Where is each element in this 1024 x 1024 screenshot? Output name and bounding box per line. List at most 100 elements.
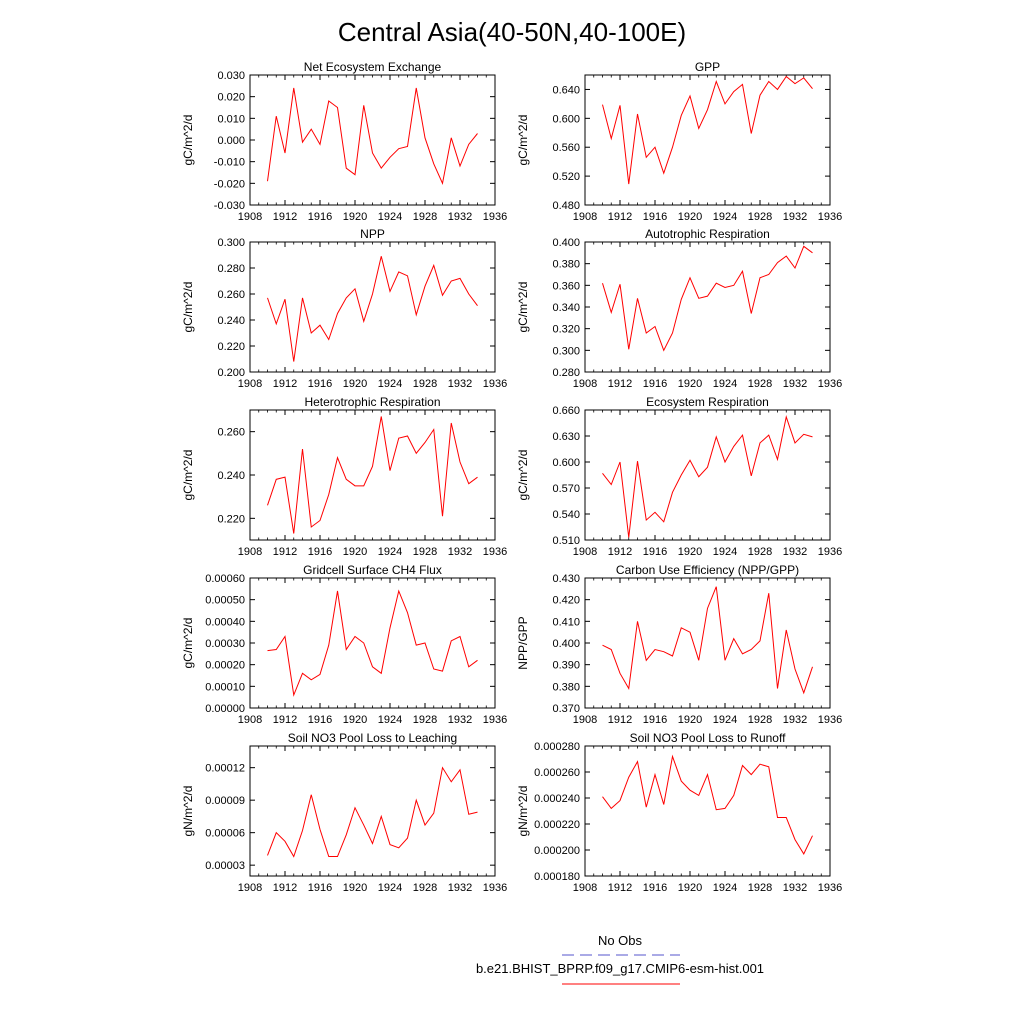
y-tick-label: 0.420 bbox=[552, 595, 580, 607]
panel-title: Soil NO3 Pool Loss to Leaching bbox=[288, 731, 457, 745]
x-tick-label: 1936 bbox=[483, 546, 507, 558]
x-tick-label: 1928 bbox=[748, 546, 772, 558]
chart-panel-7: Gridcell Surface CH4 Flux gC/m^2/d 1908 191… bbox=[181, 563, 507, 726]
x-tick-label: 1924 bbox=[713, 882, 737, 894]
panel-title: Ecosystem Respiration bbox=[646, 395, 769, 409]
chart-panel-3: NPP gC/m^2/d 1908 1912 1916 1920 1924 1928 1932 1… bbox=[181, 227, 507, 390]
y-tick-label: 0.200 bbox=[217, 367, 245, 379]
y-tick-label: 0.00050 bbox=[205, 595, 245, 607]
x-tick-label: 1912 bbox=[273, 882, 297, 894]
y-axis-label: gC/m^2/d bbox=[181, 450, 195, 501]
x-tick-label: 1936 bbox=[483, 211, 507, 223]
x-tick-label: 1924 bbox=[378, 546, 402, 558]
figure-title: Central Asia(40-50N,40-100E) bbox=[338, 17, 686, 47]
x-tick-label: 1932 bbox=[783, 378, 807, 390]
y-tick-label: 0.430 bbox=[552, 573, 580, 585]
series-line-1 bbox=[602, 245, 813, 352]
y-tick-label: 0.030 bbox=[217, 70, 245, 82]
x-tick-label: 1912 bbox=[608, 546, 632, 558]
y-axis-label: NPP/GPP bbox=[516, 616, 530, 669]
legend: No Obs b.e21.BHIST_BPRP.f09_g17.CMIP6-es… bbox=[476, 933, 764, 985]
x-tick-label: 1920 bbox=[343, 882, 367, 894]
y-tick-label: 0.400 bbox=[552, 638, 580, 650]
x-tick-label: 1936 bbox=[483, 882, 507, 894]
y-tick-label: -0.020 bbox=[214, 178, 245, 190]
x-tick-label: 1924 bbox=[378, 882, 402, 894]
y-axis-label: gC/m^2/d bbox=[516, 450, 530, 501]
y-tick-label: 0.300 bbox=[552, 345, 580, 357]
chart-panel-9: Soil NO3 Pool Loss to Leaching gN/m^2/d 19… bbox=[181, 731, 507, 894]
x-tick-label: 1924 bbox=[378, 378, 402, 390]
y-tick-label: 0.220 bbox=[217, 513, 245, 525]
x-tick-label: 1932 bbox=[448, 211, 472, 223]
x-tick-label: 1924 bbox=[713, 546, 737, 558]
x-tick-label: 1916 bbox=[643, 882, 667, 894]
y-tick-label: 0.480 bbox=[552, 200, 580, 212]
x-tick-label: 1928 bbox=[413, 378, 437, 390]
y-tick-label: 0.00006 bbox=[205, 828, 245, 840]
y-axis-label: gC/m^2/d bbox=[181, 282, 195, 333]
y-tick-label: 0.600 bbox=[552, 113, 580, 125]
x-tick-label: 1908 bbox=[573, 378, 597, 390]
series-line-1 bbox=[267, 416, 478, 534]
panel-title: Gridcell Surface CH4 Flux bbox=[303, 563, 442, 577]
x-tick-label: 1916 bbox=[643, 546, 667, 558]
x-tick-label: 1924 bbox=[713, 714, 737, 726]
x-tick-label: 1920 bbox=[343, 211, 367, 223]
y-tick-label: 0.00012 bbox=[205, 763, 245, 775]
y-axis-label: gN/m^2/d bbox=[516, 786, 530, 837]
x-tick-label: 1916 bbox=[308, 211, 332, 223]
y-axis-label: gC/m^2/d bbox=[516, 282, 530, 333]
y-tick-label: 0.410 bbox=[552, 616, 580, 628]
x-tick-label: 1908 bbox=[573, 211, 597, 223]
plot-frame bbox=[249, 409, 496, 541]
legend-label-model: b.e21.BHIST_BPRP.f09_g17.CMIP6-esm-hist.… bbox=[476, 961, 764, 976]
x-tick-label: 1932 bbox=[783, 211, 807, 223]
x-tick-label: 1936 bbox=[818, 546, 842, 558]
x-tick-label: 1916 bbox=[308, 882, 332, 894]
y-tick-label: 0.00020 bbox=[205, 660, 245, 672]
y-tick-label: 0.000240 bbox=[534, 793, 580, 805]
x-tick-label: 1924 bbox=[378, 211, 402, 223]
x-tick-label: 1912 bbox=[273, 714, 297, 726]
panel-title: Autotrophic Respiration bbox=[645, 227, 770, 241]
plot-frame bbox=[584, 241, 831, 373]
x-tick-label: 1908 bbox=[238, 378, 262, 390]
y-tick-label: 0.380 bbox=[552, 681, 580, 693]
x-tick-label: 1920 bbox=[343, 546, 367, 558]
y-tick-label: 0.00040 bbox=[205, 616, 245, 628]
x-tick-label: 1924 bbox=[378, 714, 402, 726]
plot-frame bbox=[249, 577, 496, 709]
y-tick-label: 0.00009 bbox=[205, 795, 245, 807]
y-tick-label: 0.660 bbox=[552, 405, 580, 417]
x-tick-label: 1932 bbox=[448, 714, 472, 726]
y-tick-label: 0.360 bbox=[552, 280, 580, 292]
x-tick-label: 1908 bbox=[573, 714, 597, 726]
chart-panel-4: Autotrophic Respiration gC/m^2/d 1908 1912 1… bbox=[516, 227, 842, 390]
x-tick-label: 1908 bbox=[573, 882, 597, 894]
y-axis-label: gC/m^2/d bbox=[181, 618, 195, 669]
x-tick-label: 1916 bbox=[643, 378, 667, 390]
panel-title: Heterotrophic Respiration bbox=[304, 395, 440, 409]
y-axis-label: gC/m^2/d bbox=[516, 115, 530, 166]
y-tick-label: 0.400 bbox=[552, 237, 580, 249]
y-tick-label: 0.010 bbox=[217, 113, 245, 125]
chart-panel-10: Soil NO3 Pool Loss to Runoff gN/m^2/d 1908… bbox=[516, 731, 842, 894]
x-tick-label: 1920 bbox=[678, 714, 702, 726]
series-line-1 bbox=[602, 586, 813, 695]
plot-frame bbox=[584, 409, 831, 541]
x-tick-label: 1936 bbox=[818, 714, 842, 726]
x-tick-label: 1912 bbox=[273, 546, 297, 558]
y-tick-label: 0.280 bbox=[552, 367, 580, 379]
plot-frame bbox=[584, 745, 831, 877]
x-tick-label: 1928 bbox=[748, 714, 772, 726]
x-tick-label: 1928 bbox=[413, 882, 437, 894]
legend-label-no-obs: No Obs bbox=[598, 933, 643, 948]
x-tick-label: 1936 bbox=[818, 882, 842, 894]
x-tick-label: 1912 bbox=[608, 378, 632, 390]
y-tick-label: 0.320 bbox=[552, 324, 580, 336]
panel-title: Net Ecosystem Exchange bbox=[304, 60, 442, 74]
plot-frame bbox=[249, 74, 496, 206]
plot-frame bbox=[249, 241, 496, 373]
